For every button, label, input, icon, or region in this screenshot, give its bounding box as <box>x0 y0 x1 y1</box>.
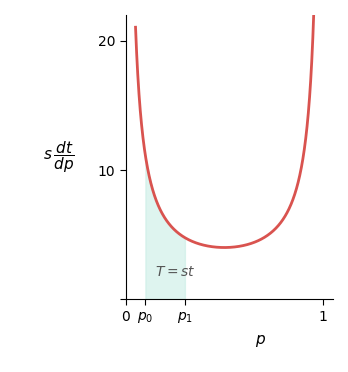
Text: $T = st$: $T = st$ <box>155 265 196 279</box>
Y-axis label: $s\,\dfrac{dt}{dp}$: $s\,\dfrac{dt}{dp}$ <box>43 139 74 175</box>
Text: $p$: $p$ <box>255 333 266 349</box>
